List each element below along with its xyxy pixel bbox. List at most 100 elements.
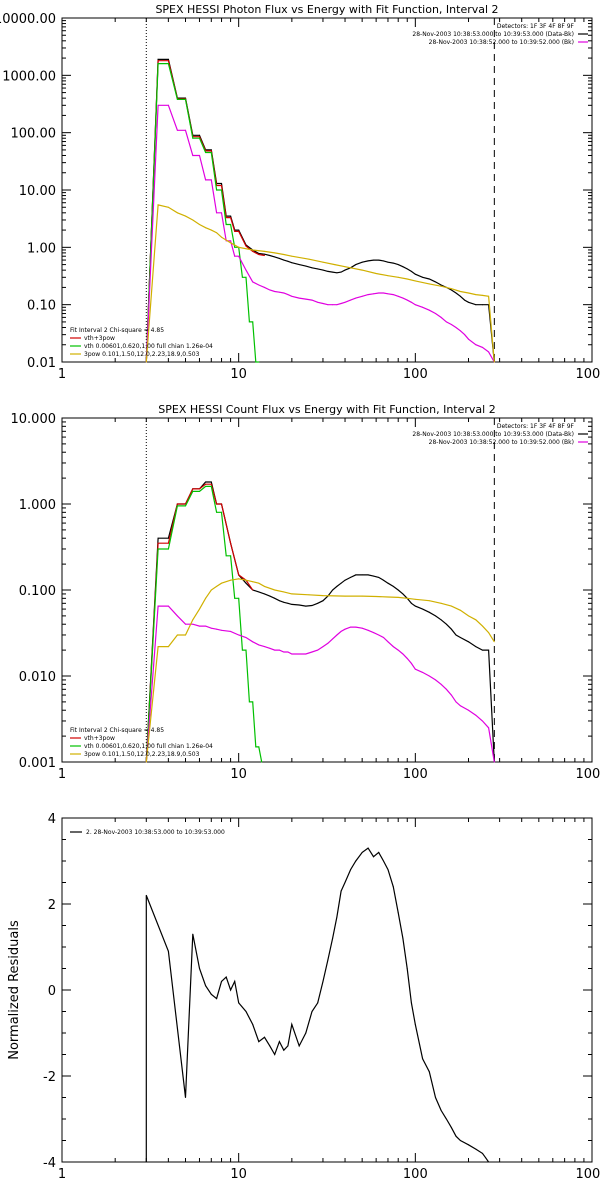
- panel-3-ytick-label: 0: [48, 984, 56, 999]
- panel-1-series-5-point: [308, 258, 310, 260]
- panel-1-series-4-point: [450, 324, 452, 325]
- panel-1-series-3-point: [192, 137, 194, 139]
- panel-3-series-1-point: [488, 1161, 490, 1163]
- panel-2-series-4-point: [221, 629, 222, 631]
- panel-2-series-4-point: [252, 641, 254, 643]
- panel-2-series-3-point: [234, 597, 236, 599]
- panel-2-series-3-point: [261, 761, 263, 763]
- panel-1-series-4-point: [464, 334, 466, 336]
- panel-1-series-3-point: [258, 361, 260, 363]
- panel-2-series-2-point: [176, 503, 178, 505]
- panel-1-series-1-point: [210, 149, 212, 151]
- panel-1-series-5-point: [274, 252, 276, 254]
- panel-3-series-1-point: [475, 1148, 477, 1150]
- panel-2-series-1-point: [455, 634, 457, 636]
- panel-1-series-5-point: [459, 291, 461, 292]
- panel-2-series-2-point: [216, 503, 218, 505]
- panel-3-series-1-point: [428, 1071, 430, 1073]
- panel-3-series-1-point: [410, 1002, 412, 1004]
- panel-2-series-4-point: [332, 638, 334, 640]
- panel-3-series-1-point: [221, 980, 222, 982]
- panel-1-series-1-point: [440, 284, 442, 286]
- panel-2-series-4-point: [157, 605, 159, 607]
- panel-2-series-5-point: [252, 581, 254, 583]
- panel-1-series-1-point: [361, 261, 363, 263]
- panel-1-series-1-point: [455, 292, 457, 294]
- panel-2-series-1-point: [392, 585, 394, 587]
- panel-1-ytick-label: 0.10: [27, 299, 56, 314]
- panel-2-series-1-point: [287, 602, 289, 604]
- panel-2-series-1-point: [278, 600, 280, 602]
- panel-2-legend-tr-1: Detectors: 1F 3F 4F 8F 9F: [497, 423, 575, 430]
- panel-1-series-4-point: [336, 304, 338, 306]
- panel-2-series-1-point: [468, 641, 469, 643]
- panel-1-title: SPEX HESSI Photon Flux vs Energy with Fi…: [155, 3, 498, 16]
- panel-1-series-5-point: [283, 254, 285, 255]
- panel-3-series-1-point: [482, 1152, 483, 1154]
- panel-1-series-5-point: [414, 280, 416, 282]
- panel-2-series-4-point: [475, 714, 477, 716]
- panel-1-series-1-point: [367, 260, 369, 262]
- panel-1-series-5-point: [157, 204, 159, 206]
- panel-1-series-4-point: [383, 292, 384, 294]
- panel-2-series-1-point: [332, 589, 334, 591]
- panel-3-series-1-point: [355, 860, 357, 862]
- panel-1-series-5-point: [344, 266, 346, 268]
- panel-1-series-3-point: [245, 276, 247, 278]
- panel-1-series-1-point: [450, 289, 452, 291]
- panel-1-ytick-label: 1000.00: [2, 69, 56, 84]
- panel-2-series-1-point: [450, 628, 452, 630]
- panel-2-series-4-point: [245, 637, 247, 638]
- panel-1-ytick-label: 1.00: [27, 241, 56, 256]
- panel-2-series-1-point: [322, 600, 324, 602]
- panel-2-series-3-point: [225, 555, 227, 557]
- panel-2-legend-bl-2: vth+3pow: [84, 735, 115, 742]
- panel-1-series-2-point: [234, 230, 236, 232]
- panel-3-series-1-point: [459, 1140, 461, 1141]
- panel-2-series-1-point: [373, 575, 374, 577]
- panel-1-series-5-point: [468, 292, 469, 294]
- panel-1-series-2-point: [230, 217, 232, 219]
- panel-2-series-5-point: [459, 609, 461, 611]
- panel-2-series-3-point: [230, 555, 232, 557]
- panel-2-series-1-point: [445, 623, 447, 625]
- panel-2-series-4-point: [455, 701, 457, 703]
- panel-2-xtick-label: 1000: [575, 767, 600, 782]
- panel-1-series-1-point: [311, 267, 313, 269]
- panel-3-series-1-point: [383, 860, 384, 862]
- panel-2-ytick-label: 1.000: [19, 498, 56, 513]
- panel-1-series-4-point: [406, 299, 408, 301]
- panel-2-series-5-point: [221, 582, 222, 584]
- panel-3-series-1-point: [234, 980, 236, 982]
- panel-2-series-1-point: [336, 585, 338, 587]
- panel-1-series-1-point: [464, 299, 466, 301]
- panel-1-series-5-point: [192, 219, 194, 221]
- panel-2-legend-bl-1: Fit Interval 2 Chi-square = 4.85: [70, 727, 164, 734]
- panel-3-series-1-point: [332, 937, 334, 939]
- panel-2-series-1-point: [317, 602, 319, 604]
- panel-3-ytick-label: -4: [43, 1156, 56, 1171]
- panel-2-series-5-point: [145, 761, 147, 763]
- panel-1-series-4-point: [298, 297, 300, 299]
- panel-1-series-1-point: [410, 270, 412, 272]
- panel-1-series-5-point: [185, 215, 186, 217]
- panel-1-series-4-point: [378, 292, 380, 294]
- panel-2-series-1-point: [414, 605, 416, 607]
- panel-2-series-1-point: [311, 605, 313, 606]
- panel-1-series-4-point: [210, 179, 212, 181]
- panel-1-series-3-point: [252, 321, 254, 323]
- panel-3-series-1-point: [192, 933, 194, 935]
- panel-1-series-4-point: [344, 301, 346, 303]
- panel-1-series-1-point: [298, 264, 300, 266]
- panel-2-ytick-label: 0.001: [19, 756, 56, 771]
- panel-3-frame: [61, 817, 593, 1163]
- panel-1-series-1-point: [468, 301, 469, 303]
- panel-1-series-3-point: [221, 189, 222, 191]
- panel-1-series-5-point: [475, 294, 477, 296]
- panel-2-series-1-point: [397, 589, 399, 591]
- panel-2-series-1-point: [210, 481, 212, 483]
- panel-1-series-3-point: [199, 137, 200, 139]
- panel-2-series-4-point: [493, 761, 495, 763]
- panel-1-series-5-point: [440, 285, 442, 287]
- panel-2-series-4-point: [298, 653, 300, 655]
